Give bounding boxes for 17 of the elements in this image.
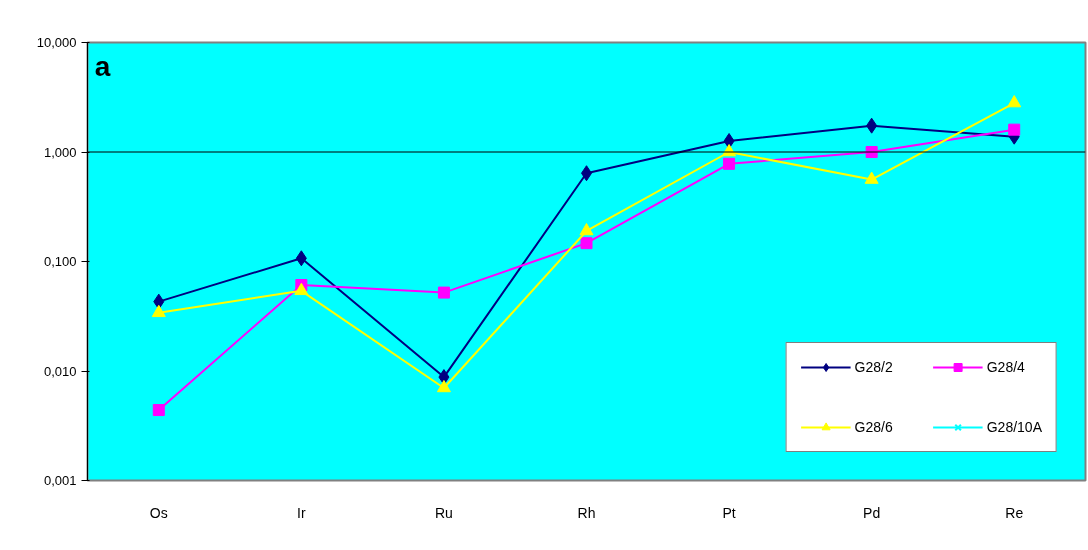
legend-label: G28/4 — [986, 359, 1025, 375]
y-tick-label: 0,100 — [43, 254, 77, 269]
y-tick-label: 10,000 — [36, 35, 77, 50]
x-tick-label: Ir — [297, 504, 306, 521]
y-tick-label: 0,010 — [43, 363, 77, 379]
legend-label: G28/6 — [854, 419, 893, 435]
x-tick-label: Ru — [434, 504, 453, 521]
legend-label: G28/10A — [986, 419, 1042, 435]
x-tick-label: Pt — [722, 504, 736, 521]
legend-label: G28/2 — [854, 359, 893, 375]
x-tick-label: Pd — [863, 504, 881, 521]
y-tick-label: 0,001 — [43, 473, 77, 488]
x-tick-label: Re — [1005, 504, 1024, 521]
x-tick-label: Os — [149, 504, 168, 521]
annotation: a — [94, 50, 111, 82]
y-tick-label: 1,000 — [43, 144, 77, 160]
x-tick-label: Rh — [577, 504, 596, 521]
